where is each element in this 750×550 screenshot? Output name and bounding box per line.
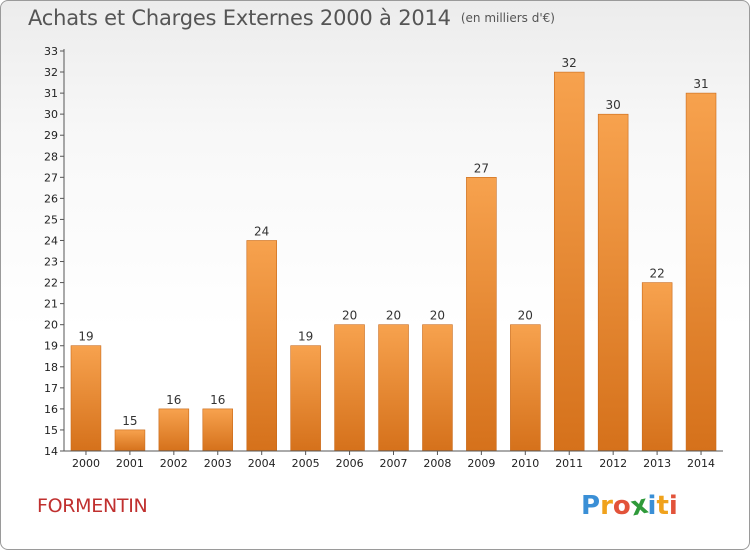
data-label: 32 <box>562 56 577 70</box>
bar-2005 <box>290 345 321 452</box>
bar-2002 <box>158 408 190 452</box>
y-tick-label: 21 <box>44 298 58 311</box>
bar-2013 <box>641 282 673 452</box>
data-label: 22 <box>649 267 664 281</box>
x-tick-label: 2009 <box>467 457 495 470</box>
bar-2008 <box>422 324 453 452</box>
x-tick-label: 2012 <box>599 457 627 470</box>
chart-title-text: Achats et Charges Externes 2000 à 2014 <box>28 6 451 30</box>
y-tick-label: 22 <box>44 277 58 290</box>
x-tick-label: 2000 <box>72 457 100 470</box>
bar-2006 <box>334 324 365 452</box>
y-tick-label: 30 <box>44 108 58 121</box>
data-label: 19 <box>78 330 93 344</box>
data-label: 20 <box>518 309 533 323</box>
y-tick-label: 27 <box>44 171 58 184</box>
y-tick-label: 18 <box>44 361 58 374</box>
data-label: 31 <box>693 77 708 91</box>
data-label: 19 <box>298 330 313 344</box>
x-tick-label: 2005 <box>292 457 320 470</box>
bar-2011 <box>553 71 585 452</box>
x-tick-label: 2006 <box>336 457 364 470</box>
x-tick-label: 2013 <box>643 457 671 470</box>
logo-letter: r <box>600 491 613 521</box>
axis-layer: 2000 2001 2002 2003 2004 2005 2006 2007 2008 2009… <box>44 45 723 470</box>
data-label: 20 <box>386 309 401 323</box>
y-tick-label: 33 <box>44 45 58 58</box>
data-label: 15 <box>122 414 137 428</box>
bar-2004 <box>246 240 278 452</box>
bar-2014 <box>685 92 717 452</box>
x-tick-label: 2003 <box>204 457 232 470</box>
chart-title: Achats et Charges Externes 2000 à 2014 (e… <box>28 6 555 30</box>
logo-letter: o <box>612 491 631 521</box>
y-tick-label: 25 <box>44 213 58 226</box>
bars-layer <box>70 71 717 452</box>
bar-2000 <box>70 345 102 452</box>
y-tick-label: 29 <box>44 129 58 142</box>
y-tick-label: 17 <box>44 382 58 395</box>
y-tick-label: 14 <box>44 445 58 458</box>
data-labels-layer: 19 15 16 16 24 19 20 20 20 27 20 32 30 22 31 <box>78 56 708 428</box>
x-tick-label: 2014 <box>687 457 715 470</box>
data-label: 20 <box>430 309 445 323</box>
data-label: 20 <box>342 309 357 323</box>
y-tick-label: 19 <box>44 340 58 353</box>
y-tick-label: 15 <box>44 424 58 437</box>
logo-letter: t <box>656 491 669 521</box>
x-tick-label: 2001 <box>116 457 144 470</box>
data-label: 16 <box>166 393 181 407</box>
x-tick-label: 2011 <box>555 457 583 470</box>
x-tick-label: 2007 <box>380 457 408 470</box>
x-tick-label: 2004 <box>248 457 276 470</box>
y-tick-label: 28 <box>44 150 58 163</box>
y-tick-label: 20 <box>44 319 58 332</box>
y-tick-label: 26 <box>44 192 58 205</box>
bar-2010 <box>510 324 541 452</box>
proxiti-logo: Proxiti <box>581 490 678 523</box>
bar-2009 <box>466 177 497 452</box>
bar-2003 <box>202 408 234 452</box>
x-tick-label: 2010 <box>511 457 539 470</box>
bar-2007 <box>378 324 409 452</box>
bar-2012 <box>597 113 629 452</box>
data-label: 24 <box>254 225 269 239</box>
data-label: 16 <box>210 393 225 407</box>
y-tick-label: 23 <box>44 256 58 269</box>
data-label: 30 <box>606 98 621 112</box>
x-tick-label: 2008 <box>423 457 451 470</box>
y-tick-label: 24 <box>44 235 58 248</box>
data-label: 27 <box>474 161 489 175</box>
logo-letter: i <box>668 491 678 521</box>
logo-letter: P <box>581 491 601 521</box>
bar-2001 <box>114 429 146 452</box>
y-tick-label: 32 <box>44 66 58 79</box>
y-tick-label: 31 <box>44 87 58 100</box>
logo-letter: i <box>647 491 657 521</box>
chart-unit-label: (en milliers d'€) <box>460 11 555 25</box>
x-tick-label: 2002 <box>160 457 188 470</box>
commune-name: FORMENTIN <box>37 495 148 517</box>
y-tick-label: 16 <box>44 403 58 416</box>
